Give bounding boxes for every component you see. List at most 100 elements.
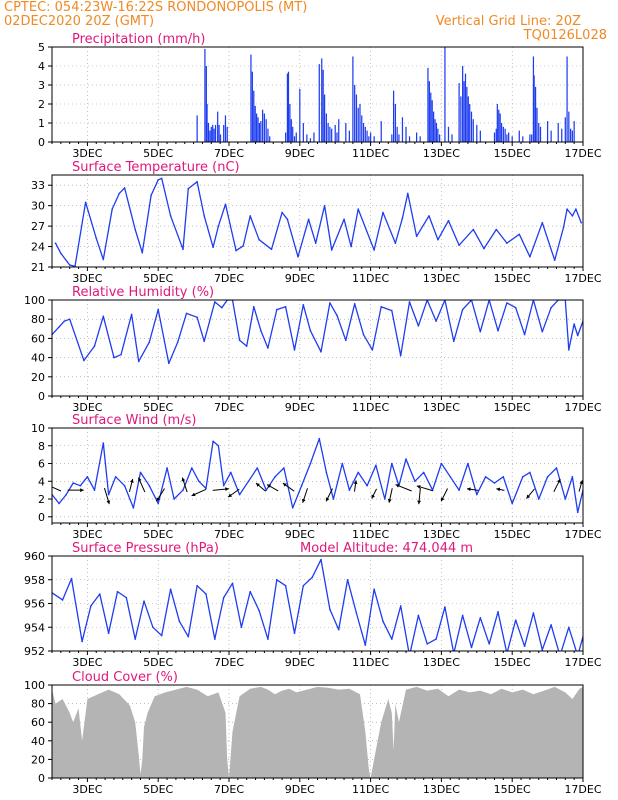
wind-arrowhead <box>80 488 84 493</box>
x-tick-label: 5DEC <box>143 783 173 796</box>
press-data-point <box>61 599 64 601</box>
wind-arrowhead <box>256 483 260 487</box>
x-tick-label: 13DEC <box>423 401 460 414</box>
y-tick-label: 0 <box>38 511 45 524</box>
temp-data-point <box>415 235 418 238</box>
press-data-point <box>187 635 190 638</box>
precip-bar <box>439 134 441 142</box>
rh-data-point <box>252 305 255 308</box>
wind-arrowhead <box>353 480 358 485</box>
x-tick-label: 15DEC <box>494 656 531 669</box>
precip-bar <box>536 107 538 142</box>
x-tick-label: 9DEC <box>285 783 315 796</box>
precip-bar <box>493 132 496 142</box>
precip-bar <box>207 123 210 142</box>
temp-data-point <box>141 251 144 254</box>
press-data-point <box>568 626 570 629</box>
precip-bar <box>321 58 323 142</box>
x-tick-label: 17DEC <box>564 401 601 414</box>
rh-data-point <box>238 339 241 342</box>
plot-area <box>54 177 583 267</box>
precip-bar <box>359 104 361 142</box>
press-data-point <box>346 578 349 581</box>
press-data-point <box>134 638 136 640</box>
y-tick-label: 6 <box>38 458 45 471</box>
temp-data-point <box>447 219 450 222</box>
rh-data-point <box>83 359 85 362</box>
press-data-point <box>258 609 260 612</box>
press-data-point <box>355 612 358 614</box>
x-tick-label: 17DEC <box>564 528 601 541</box>
precip-bar <box>287 71 290 142</box>
precip-bar <box>362 123 365 142</box>
precip-bar <box>285 132 287 142</box>
precip-bar <box>504 128 506 142</box>
rh-data-point <box>293 349 296 351</box>
press-data-point <box>523 645 526 648</box>
wind-arrowhead <box>440 497 445 502</box>
x-tick-label: 5DEC <box>143 656 173 669</box>
wind-data-point <box>222 484 225 487</box>
wind-arrowhead <box>266 484 271 488</box>
press-data-point <box>453 653 455 655</box>
wind-data-point <box>440 462 443 465</box>
precip-bar <box>213 128 215 142</box>
header-line2: 02DEC2020 20Z (GMT) <box>4 14 155 29</box>
wind-data-point <box>173 498 175 500</box>
temp-data-point <box>102 258 105 261</box>
press-data-point <box>302 584 305 587</box>
x-tick-label: 5DEC <box>143 147 173 160</box>
wind-data-point <box>274 476 276 478</box>
rh-data-point <box>452 340 455 343</box>
precip-bar <box>416 132 418 142</box>
temp-data-point <box>343 218 345 221</box>
wind-data-point <box>265 489 267 491</box>
precip-bar <box>405 126 407 142</box>
panel-title: Surface Wind (m/s) <box>72 413 196 428</box>
precip-bar <box>496 104 498 142</box>
precip-bar <box>336 132 338 142</box>
wind-arrowhead <box>556 478 561 483</box>
wind-arrowhead <box>191 492 196 497</box>
precip-bar <box>212 124 214 142</box>
precip-bar <box>361 115 363 142</box>
rh-data-point <box>185 312 188 315</box>
precip-bar <box>458 83 460 142</box>
rh-data-point <box>435 320 437 322</box>
x-tick-label: 9DEC <box>285 147 315 160</box>
wind-data-point <box>217 444 220 447</box>
precip-bar <box>428 81 430 142</box>
precip-bar <box>398 134 400 142</box>
temp-data-point <box>562 226 565 229</box>
y-tick-label: 100 <box>24 679 45 692</box>
wind-data-point <box>366 484 368 487</box>
rh-data-point <box>275 308 278 311</box>
precip-bar <box>394 104 396 142</box>
temp-data-point <box>394 242 397 244</box>
panel-title: Surface Pressure (hPa) <box>72 541 219 556</box>
press-data-point <box>125 596 128 599</box>
wind-arrowhead <box>387 498 392 503</box>
temp-data-point <box>187 187 190 190</box>
rh-data-point <box>284 305 287 308</box>
temp-data-point <box>458 244 460 246</box>
wind-data-point <box>79 484 82 487</box>
temp-data-point <box>506 242 508 244</box>
precip-bar <box>196 115 198 142</box>
wind-arrowhead <box>225 487 229 492</box>
precip-bar <box>290 119 292 142</box>
rh-data-point <box>336 314 338 317</box>
press-data-point <box>81 640 83 643</box>
wind-data-point <box>493 482 496 484</box>
precip-bar <box>313 132 315 142</box>
press-data-point <box>178 620 181 623</box>
precip-bar <box>299 88 301 142</box>
precip-bar <box>396 126 398 142</box>
y-tick-label: 40 <box>31 735 45 748</box>
precip-bar <box>223 124 225 142</box>
press-data-point <box>399 605 402 607</box>
press-data-point <box>222 596 225 599</box>
wind-data-point <box>157 502 159 505</box>
x-tick-label: 17DEC <box>564 147 601 160</box>
press-data-point <box>231 582 234 585</box>
